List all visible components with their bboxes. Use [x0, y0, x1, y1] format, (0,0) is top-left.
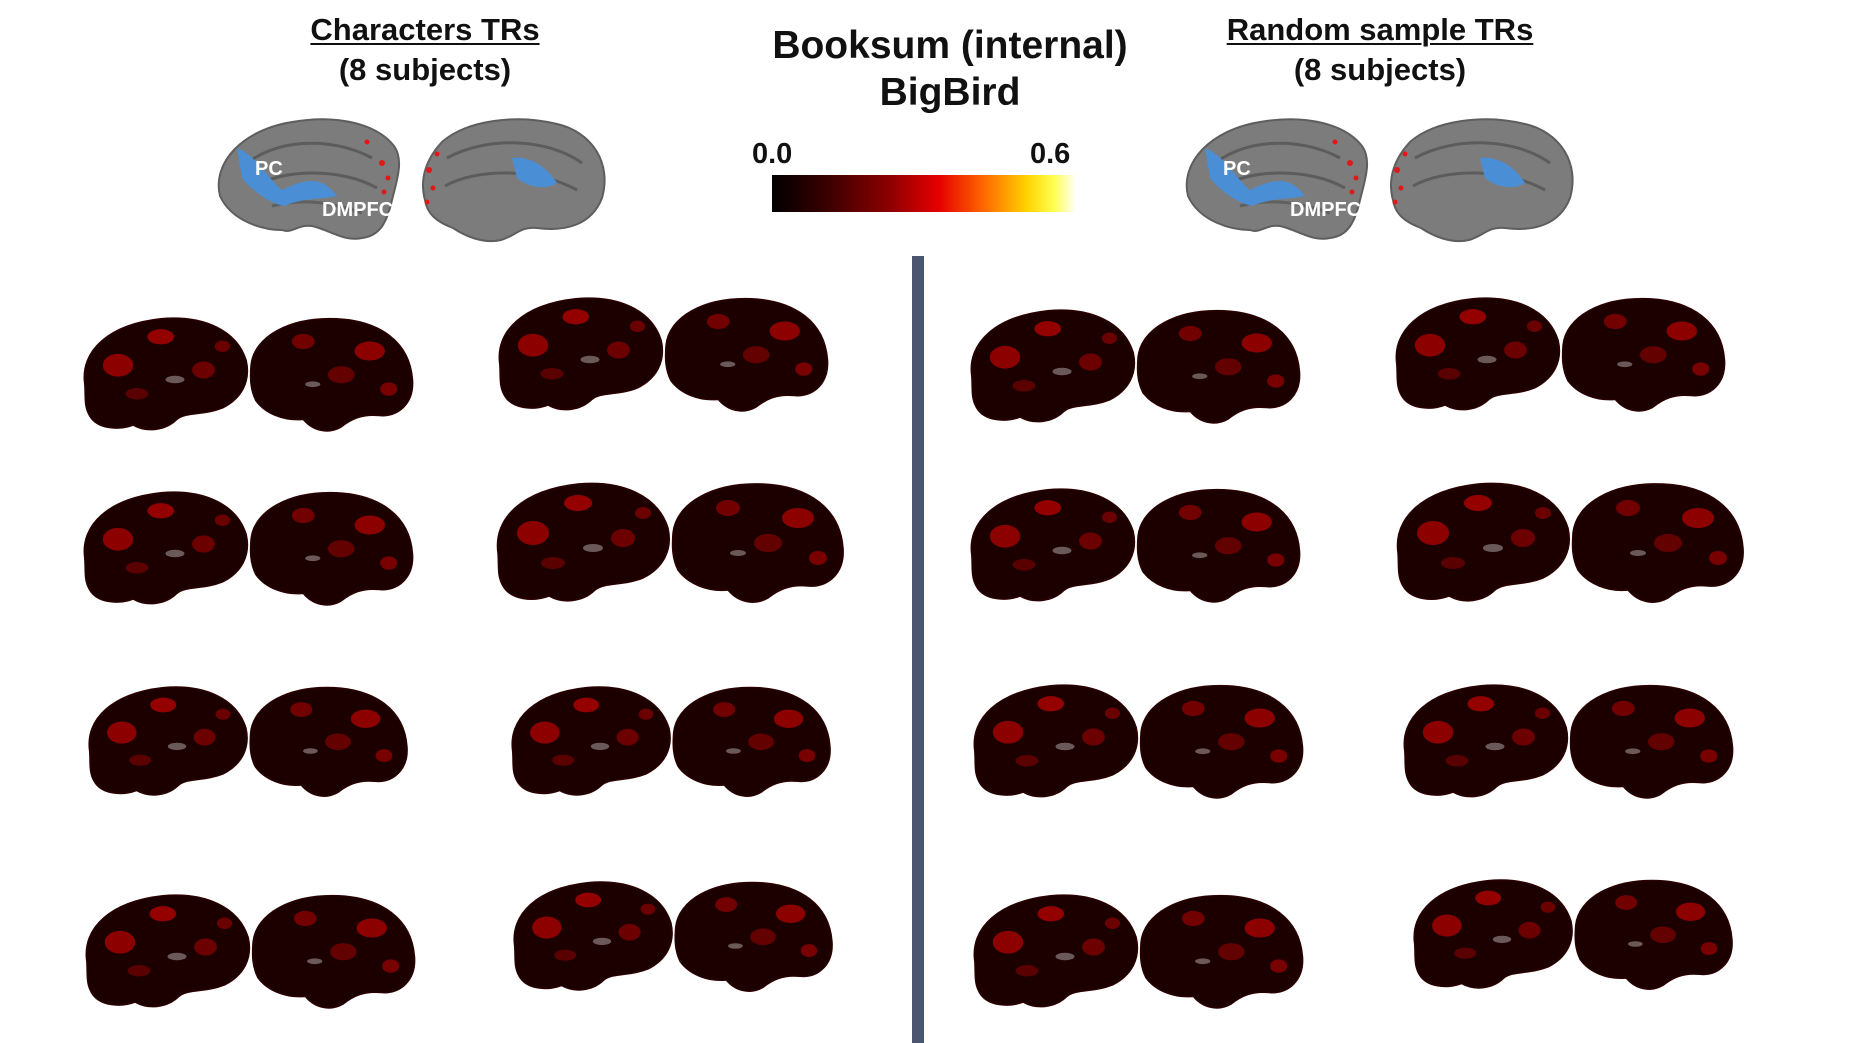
panel-title-characters-main: Characters TRs: [310, 12, 540, 47]
subject-map-characters-4: [496, 482, 844, 603]
subject-map-characters-6: [511, 686, 831, 797]
subject-maps-random: [970, 297, 1744, 1009]
subject-map-random-2: [1395, 297, 1726, 412]
colorbar-min-label: 0.0: [752, 138, 793, 170]
subject-map-characters-7: [85, 894, 416, 1009]
panel-title-random-main: Random sample TRs: [1226, 12, 1534, 47]
subject-map-random-6: [1403, 684, 1734, 799]
subject-map-random-3: [970, 488, 1301, 603]
panel-subtitle-characters: (8 subjects): [338, 52, 512, 87]
figure-title: Booksum (internal) BigBird: [720, 22, 1180, 116]
subject-map-random-7: [973, 894, 1304, 1009]
subject-map-random-5: [973, 684, 1304, 799]
reference-brain-random: PC DMPFC: [1185, 117, 1575, 243]
colorbar-max-label: 0.6: [1030, 138, 1071, 170]
subject-map-characters-2: [498, 297, 829, 412]
colorbar: [772, 175, 1076, 212]
subject-map-characters-1: [83, 317, 414, 432]
panel-title-characters: Characters TRs (8 subjects): [275, 10, 575, 90]
figure-title-line2: BigBird: [879, 71, 1021, 114]
roi-label-dmpfc-characters: DMPFC: [322, 199, 393, 221]
roi-label-pc-characters: PC: [255, 158, 283, 180]
subject-map-characters-5: [88, 686, 408, 797]
roi-label-dmpfc-random: DMPFC: [1290, 199, 1361, 221]
subject-map-random-4: [1396, 482, 1744, 603]
panel-title-random: Random sample TRs (8 subjects): [1190, 10, 1570, 90]
roi-label-pc-random: PC: [1223, 158, 1251, 180]
reference-brain-characters: PC DMPFC: [217, 117, 607, 243]
panel-divider: [912, 256, 924, 1043]
panel-subtitle-random: (8 subjects): [1293, 52, 1467, 87]
subject-map-characters-3: [83, 491, 414, 606]
figure-title-line1: Booksum (internal): [772, 24, 1128, 67]
subject-map-characters-8: [513, 881, 833, 992]
subject-map-random-1: [970, 309, 1301, 424]
subject-map-random-8: [1413, 879, 1733, 990]
subject-maps-characters: [83, 297, 844, 1009]
